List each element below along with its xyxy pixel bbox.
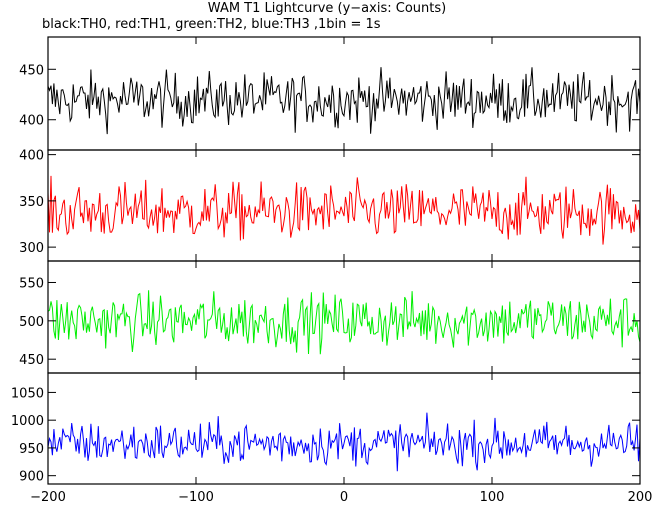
- y-tick-label-panel-2-1: 500: [19, 315, 44, 330]
- x-tick-label-4: 200: [628, 490, 653, 505]
- panel-frame-2: [47, 260, 641, 374]
- y-tick-label-panel-3-2: 1000: [11, 414, 44, 429]
- panel-frame-0: [47, 36, 641, 151]
- y-tick-label-panel-1-1: 350: [19, 195, 44, 210]
- x-tick-label-2: 0: [340, 490, 348, 505]
- x-tick-label-1: −100: [178, 490, 214, 505]
- chart-title: WAM T1 Lightcurve (y−axis: Counts): [207, 1, 447, 16]
- y-tick-label-panel-1-2: 400: [19, 149, 44, 164]
- y-tick-label-panel-2-2: 550: [19, 276, 44, 291]
- y-tick-label-panel-1-0: 300: [19, 241, 44, 256]
- series-line-panel-3: [47, 412, 641, 472]
- series-line-panel-0: [47, 67, 641, 135]
- chart-subtitle: black:TH0, red:TH1, green:TH2, blue:TH3 …: [42, 17, 381, 32]
- y-tick-label-panel-3-0: 900: [19, 470, 44, 485]
- series-line-panel-2: [47, 290, 641, 355]
- y-tick-label-panel-0-1: 450: [19, 63, 44, 78]
- y-tick-label-panel-3-3: 1050: [11, 386, 44, 401]
- panel-frame-3: [47, 372, 641, 485]
- series-line-panel-1: [47, 175, 641, 245]
- y-tick-label-panel-3-1: 950: [19, 442, 44, 457]
- x-tick-label-0: −200: [30, 490, 66, 505]
- y-tick-label-panel-2-0: 450: [19, 353, 44, 368]
- y-tick-label-panel-0-0: 400: [19, 114, 44, 129]
- x-tick-label-3: 100: [480, 490, 505, 505]
- panel-frame-1: [47, 149, 641, 262]
